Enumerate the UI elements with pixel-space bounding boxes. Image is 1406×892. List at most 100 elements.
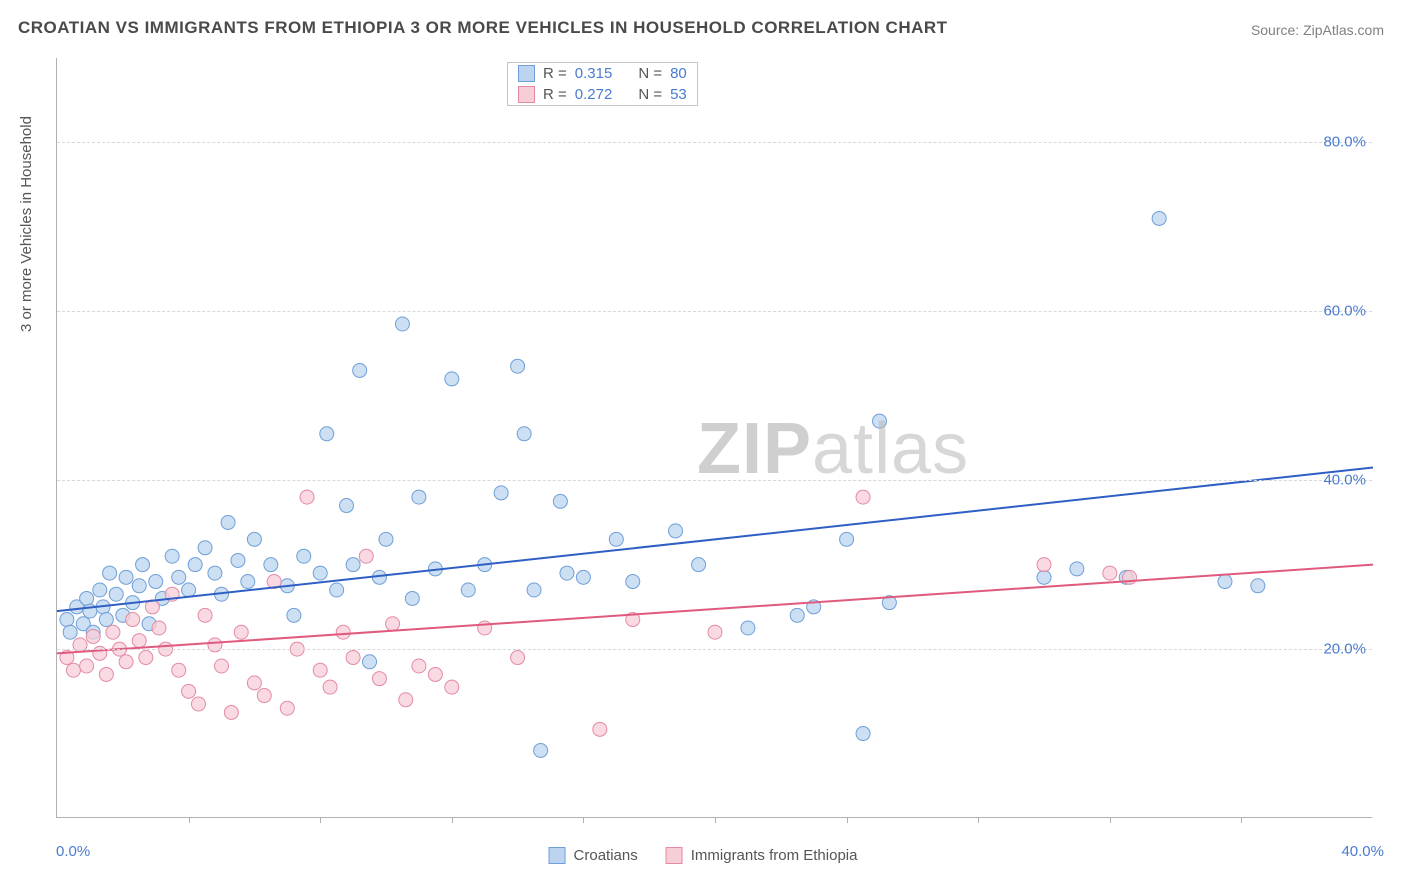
stats-legend-row: R =0.272N =53 — [508, 84, 697, 105]
data-point — [626, 575, 640, 589]
data-point — [511, 651, 525, 665]
data-point — [257, 689, 271, 703]
data-point — [790, 608, 804, 622]
x-tick — [583, 817, 584, 823]
source-label: Source: ZipAtlas.com — [1251, 22, 1384, 38]
n-value: 80 — [670, 65, 687, 82]
data-point — [287, 608, 301, 622]
data-point — [99, 667, 113, 681]
data-point — [313, 663, 327, 677]
data-point — [188, 558, 202, 572]
data-point — [412, 659, 426, 673]
x-tick — [1241, 817, 1242, 823]
legend-label: Croatians — [574, 847, 638, 864]
data-point — [553, 494, 567, 508]
data-point — [247, 676, 261, 690]
data-point — [856, 727, 870, 741]
x-tick — [715, 817, 716, 823]
y-tick-label: 80.0% — [1323, 134, 1366, 151]
data-point — [323, 680, 337, 694]
legend-swatch — [518, 65, 535, 82]
data-point — [224, 705, 238, 719]
data-point — [320, 427, 334, 441]
data-point — [386, 617, 400, 631]
plot-area: ZIPatlas R =0.315N =80R =0.272N =53 20.0… — [56, 58, 1372, 818]
data-point — [165, 549, 179, 563]
data-point — [1218, 575, 1232, 589]
data-point — [346, 558, 360, 572]
x-tick — [189, 817, 190, 823]
data-point — [461, 583, 475, 597]
stats-legend-row: R =0.315N =80 — [508, 63, 697, 84]
data-point — [172, 570, 186, 584]
data-point — [136, 558, 150, 572]
legend-swatch — [549, 847, 566, 864]
r-value: 0.272 — [575, 86, 613, 103]
data-point — [221, 515, 235, 529]
data-point — [132, 579, 146, 593]
chart-title: CROATIAN VS IMMIGRANTS FROM ETHIOPIA 3 O… — [18, 18, 948, 38]
data-point — [379, 532, 393, 546]
x-tick — [320, 817, 321, 823]
r-label: R = — [543, 65, 567, 82]
data-point — [330, 583, 344, 597]
data-point — [60, 613, 74, 627]
data-point — [478, 621, 492, 635]
data-point — [1152, 211, 1166, 225]
data-point — [517, 427, 531, 441]
data-point — [132, 634, 146, 648]
data-point — [80, 659, 94, 673]
data-point — [534, 743, 548, 757]
data-point — [99, 613, 113, 627]
data-point — [106, 625, 120, 639]
n-label: N = — [638, 86, 662, 103]
x-tick — [847, 817, 848, 823]
data-point — [609, 532, 623, 546]
r-label: R = — [543, 86, 567, 103]
data-point — [560, 566, 574, 580]
data-point — [873, 414, 887, 428]
data-point — [103, 566, 117, 580]
stats-legend: R =0.315N =80R =0.272N =53 — [507, 62, 698, 106]
legend-item: Immigrants from Ethiopia — [666, 847, 858, 864]
data-point — [231, 553, 245, 567]
data-point — [840, 532, 854, 546]
data-point — [119, 655, 133, 669]
x-tick — [1110, 817, 1111, 823]
data-point — [428, 667, 442, 681]
data-point — [340, 499, 354, 513]
data-point — [1103, 566, 1117, 580]
data-point — [280, 701, 294, 715]
bottom-legend: Croatians Immigrants from Ethiopia — [549, 847, 858, 864]
data-point — [208, 566, 222, 580]
data-point — [119, 570, 133, 584]
data-point — [527, 583, 541, 597]
data-point — [80, 591, 94, 605]
gridline — [57, 649, 1372, 650]
data-point — [576, 570, 590, 584]
data-point — [139, 651, 153, 665]
legend-item: Croatians — [549, 847, 638, 864]
data-point — [215, 659, 229, 673]
data-point — [405, 591, 419, 605]
data-point — [109, 587, 123, 601]
legend-swatch — [518, 86, 535, 103]
data-point — [359, 549, 373, 563]
data-point — [172, 663, 186, 677]
data-point — [149, 575, 163, 589]
data-point — [264, 558, 278, 572]
legend-swatch — [666, 847, 683, 864]
data-point — [182, 684, 196, 698]
data-point — [1037, 570, 1051, 584]
y-tick-label: 40.0% — [1323, 472, 1366, 489]
n-label: N = — [638, 65, 662, 82]
data-point — [372, 672, 386, 686]
data-point — [86, 629, 100, 643]
data-point — [198, 541, 212, 555]
data-point — [152, 621, 166, 635]
data-point — [241, 575, 255, 589]
data-point — [300, 490, 314, 504]
data-point — [669, 524, 683, 538]
data-point — [313, 566, 327, 580]
legend-label: Immigrants from Ethiopia — [691, 847, 858, 864]
